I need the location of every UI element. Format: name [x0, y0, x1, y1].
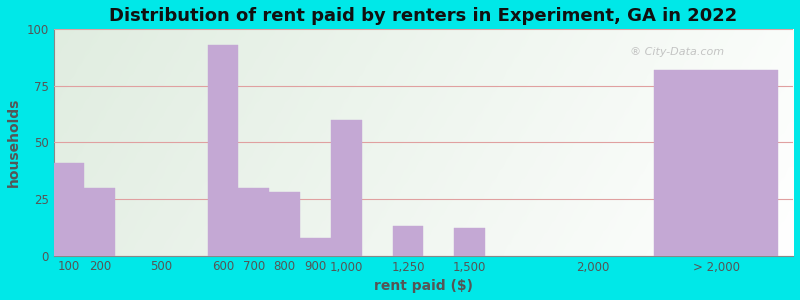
- Bar: [331, 120, 362, 256]
- Bar: [393, 226, 423, 256]
- Bar: [270, 192, 300, 256]
- Bar: [654, 70, 778, 256]
- Bar: [454, 229, 485, 256]
- Title: Distribution of rent paid by renters in Experiment, GA in 2022: Distribution of rent paid by renters in …: [110, 7, 738, 25]
- Bar: [208, 45, 238, 256]
- Bar: [238, 188, 270, 256]
- X-axis label: rent paid ($): rent paid ($): [374, 279, 473, 293]
- Bar: [85, 188, 115, 256]
- Text: ® City-Data.com: ® City-Data.com: [630, 47, 725, 57]
- Bar: [54, 163, 85, 256]
- Y-axis label: households: households: [7, 98, 21, 187]
- Bar: [300, 238, 331, 256]
